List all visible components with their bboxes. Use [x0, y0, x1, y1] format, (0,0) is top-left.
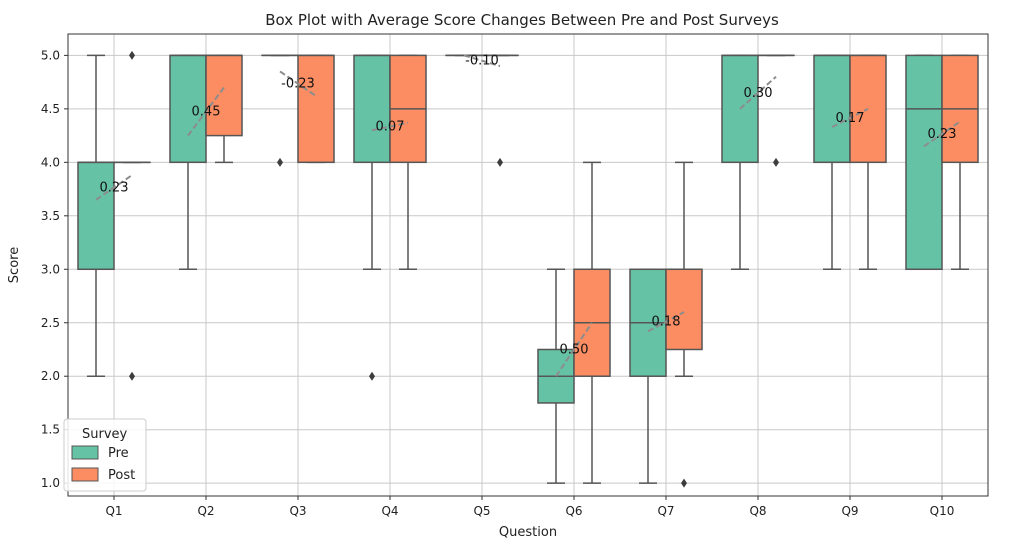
- mean-change-line: [279, 70, 317, 97]
- box-post-q5: [481, 54, 519, 167]
- x-tick-label: Q10: [930, 504, 955, 518]
- mean-change-line: [831, 107, 869, 128]
- box-body: [813, 54, 851, 164]
- mean-change-label: 0.23: [100, 180, 129, 195]
- legend-swatch-post: [71, 467, 99, 482]
- mean-change-line: [647, 311, 685, 333]
- box-pre-q1: [77, 54, 115, 377]
- mean-change-q2: 0.45: [187, 86, 225, 137]
- y-tick-label: 1.0: [41, 476, 60, 490]
- mean-change-line: [923, 120, 961, 148]
- legend-swatch-pre: [71, 445, 99, 460]
- mean-change-q3: -0.23: [279, 70, 317, 97]
- x-tick-label: Q8: [749, 504, 766, 518]
- mean-change-q7: 0.18: [647, 311, 685, 333]
- x-tick-label: Q1: [105, 504, 122, 518]
- mean-change-q1: 0.23: [95, 174, 133, 201]
- box-post-q10: [941, 54, 979, 271]
- legend-title: Survey: [82, 427, 128, 442]
- box-post-q7: [665, 161, 703, 488]
- mean-change-label: 0.45: [192, 105, 221, 120]
- outlier-point: [369, 371, 375, 381]
- box-post-q8: [757, 54, 795, 167]
- y-tick-label: 4.0: [41, 155, 60, 169]
- mean-change-line: [187, 86, 225, 137]
- box-pre-q10: [905, 54, 943, 271]
- mean-change-label: 0.30: [744, 86, 773, 101]
- box-pre-q2: [169, 54, 207, 271]
- mean-change-label: -0.23: [281, 77, 315, 92]
- box-post-q3: [297, 54, 335, 164]
- x-tick-label: Q2: [197, 504, 214, 518]
- mean-change-q9: 0.17: [831, 107, 869, 128]
- mean-change-line: [463, 54, 501, 68]
- legend-label-post: Post: [108, 468, 135, 483]
- box-pre-q4: [353, 54, 391, 381]
- outlier-point: [277, 157, 283, 167]
- mean-change-q6: 0.50: [555, 322, 593, 377]
- mean-change-label: 0.18: [652, 315, 681, 330]
- box-post-q4: [389, 54, 427, 271]
- outlier-point: [129, 371, 135, 381]
- box-body: [77, 161, 115, 271]
- y-tick-label: 1.5: [41, 423, 60, 437]
- legend: Survey Pre Post: [63, 418, 147, 492]
- mean-change-q8: 0.30: [739, 76, 777, 110]
- y-tick-label: 4.5: [41, 102, 60, 116]
- mean-change-q4: 0.07: [371, 120, 409, 135]
- mean-change-q5: -0.10: [463, 54, 501, 69]
- box-post-q9: [849, 54, 887, 271]
- outlier-point: [773, 157, 779, 167]
- mean-change-line: [555, 322, 593, 377]
- y-tick-label: 3.0: [41, 262, 60, 276]
- mean-change-label: 0.23: [928, 127, 957, 142]
- y-tick-label: 2.5: [41, 316, 60, 330]
- mean-change-line: [95, 174, 133, 201]
- box-body: [665, 268, 703, 351]
- box-body: [905, 54, 943, 271]
- chart-title: Box Plot with Average Score Changes Betw…: [265, 11, 779, 29]
- x-axis-label: Question: [499, 525, 557, 540]
- boxes: [77, 50, 979, 488]
- plot-frame: [67, 33, 989, 497]
- x-tick-label: Q6: [565, 504, 582, 518]
- x-tick-label: Q5: [473, 504, 490, 518]
- mean-change-q10: 0.23: [923, 120, 961, 148]
- x-tick-label: Q7: [657, 504, 674, 518]
- box-pre-q9: [813, 54, 851, 271]
- mean-change-line: [739, 76, 777, 110]
- mean-change-lines: 0.23 0.45 -0.23 0.07 -0.10 0.50 0.18 0.30 0.17 0.…: [95, 54, 961, 377]
- mean-change-label: 0.17: [836, 111, 865, 126]
- box-pre-q7: [629, 268, 667, 484]
- axis-ticks: 1.0 1.5 2.0 2.5 3.0 3.5 4.0 4.5 5.0 Q1 Q2 Q3 Q4 Q5 Q6 Q…: [41, 48, 954, 518]
- box-body: [205, 54, 243, 137]
- box-post-q1: [113, 50, 151, 381]
- x-tick-label: Q9: [841, 504, 858, 518]
- mean-change-label: -0.10: [465, 54, 499, 69]
- outlier-point: [129, 50, 135, 60]
- mean-change-line: [371, 121, 409, 132]
- y-tick-label: 2.0: [41, 369, 60, 383]
- x-tick-label: Q4: [381, 504, 398, 518]
- outlier-point: [681, 478, 687, 488]
- mean-change-label: 0.50: [560, 342, 589, 357]
- box-body: [297, 54, 335, 164]
- y-tick-label: 3.5: [41, 209, 60, 223]
- box-body: [353, 54, 391, 164]
- mean-change-label: 0.07: [376, 120, 405, 135]
- legend-label-pre: Pre: [108, 446, 129, 461]
- y-axis-label: Score: [7, 247, 22, 283]
- outlier-point: [497, 157, 503, 167]
- box-post-q2: [205, 54, 243, 164]
- y-tick-label: 5.0: [41, 48, 60, 62]
- legend-items: Pre Post: [71, 445, 135, 483]
- x-tick-label: Q3: [289, 504, 306, 518]
